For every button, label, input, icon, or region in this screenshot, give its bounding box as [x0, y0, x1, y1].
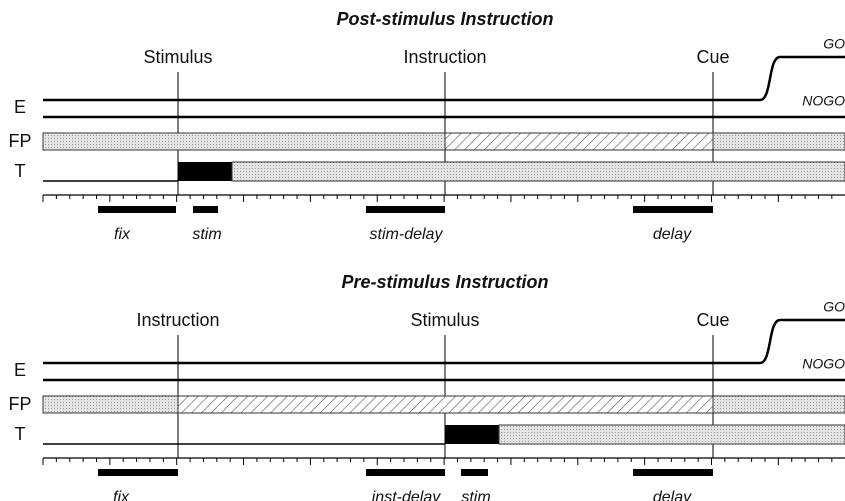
fp-segment [712, 395, 845, 414]
outcome-label: NOGO [802, 356, 845, 372]
epoch-bar [98, 469, 178, 476]
epoch-bar [98, 206, 176, 213]
epoch-label: fix [114, 226, 131, 243]
event-label: Stimulus [410, 310, 479, 330]
epoch-bar [366, 469, 445, 476]
event-label: Instruction [403, 47, 486, 67]
row-label: FP [8, 394, 31, 414]
go-trace [43, 318, 845, 365]
epoch-label: stim-delay [370, 226, 444, 243]
fp-segment [42, 395, 179, 414]
row-label: T [15, 161, 26, 181]
outcome-label: NOGO [802, 93, 845, 109]
event-label: Cue [696, 47, 729, 67]
row-label: E [14, 360, 26, 380]
outcome-label: GO [823, 36, 845, 52]
epoch-bar [633, 206, 713, 213]
fp-segment [444, 132, 714, 151]
t-target [498, 424, 845, 445]
fp-segment [712, 132, 845, 151]
t-target [231, 161, 845, 182]
event-label: Stimulus [143, 47, 212, 67]
epoch-label: stim [192, 226, 221, 243]
epoch-label: delay [653, 226, 692, 243]
epoch-label: inst-delay [372, 489, 441, 501]
epoch-label: fix [113, 489, 130, 501]
epoch-bar [193, 206, 218, 213]
panel-title: Post-stimulus Instruction [336, 9, 553, 29]
event-label: Instruction [136, 310, 219, 330]
row-label: E [14, 97, 26, 117]
go-trace [43, 55, 845, 102]
fp-segment [42, 132, 446, 151]
epoch-label: stim [461, 489, 490, 501]
epoch-bar [461, 469, 488, 476]
epoch-bar [633, 469, 713, 476]
epoch-bar [366, 206, 445, 213]
t-stimulus [178, 162, 232, 181]
outcome-label: GO [823, 299, 845, 315]
t-stimulus [445, 425, 499, 444]
row-label: FP [8, 131, 31, 151]
epoch-label: delay [653, 489, 692, 501]
event-label: Cue [696, 310, 729, 330]
row-label: T [15, 424, 26, 444]
fp-segment [177, 395, 714, 414]
panel-title: Pre-stimulus Instruction [341, 272, 548, 292]
